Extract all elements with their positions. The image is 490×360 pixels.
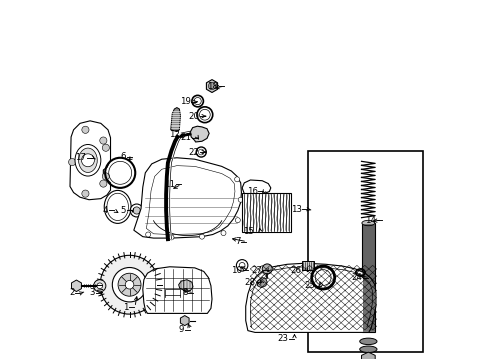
Circle shape <box>125 280 134 289</box>
Text: 25: 25 <box>304 281 315 290</box>
Circle shape <box>238 197 243 202</box>
Circle shape <box>94 280 106 292</box>
Text: 15: 15 <box>243 228 254 237</box>
Polygon shape <box>72 280 81 292</box>
Polygon shape <box>245 263 376 332</box>
Ellipse shape <box>78 148 97 172</box>
Text: 12: 12 <box>170 130 180 139</box>
Circle shape <box>82 190 89 197</box>
Circle shape <box>112 267 147 302</box>
Text: 9: 9 <box>179 325 184 334</box>
Circle shape <box>221 230 226 235</box>
Text: 13: 13 <box>291 205 302 214</box>
Circle shape <box>236 260 248 271</box>
Text: 7: 7 <box>235 237 241 246</box>
Bar <box>242 193 291 232</box>
Bar <box>362 223 375 332</box>
Text: 22: 22 <box>188 148 199 157</box>
Polygon shape <box>171 108 180 132</box>
Polygon shape <box>143 267 212 314</box>
Circle shape <box>100 255 159 314</box>
Polygon shape <box>258 278 267 288</box>
Ellipse shape <box>362 220 375 226</box>
Text: 27: 27 <box>251 266 262 275</box>
Circle shape <box>100 137 107 144</box>
Circle shape <box>97 283 102 289</box>
Circle shape <box>69 158 76 166</box>
Polygon shape <box>179 280 193 291</box>
Circle shape <box>235 218 240 223</box>
Circle shape <box>199 234 204 239</box>
Text: 21: 21 <box>180 133 191 142</box>
Text: 8: 8 <box>182 288 188 297</box>
Text: 17: 17 <box>75 153 87 162</box>
Polygon shape <box>134 158 242 238</box>
Circle shape <box>262 264 272 274</box>
Text: 11: 11 <box>164 180 175 189</box>
Text: 10: 10 <box>231 266 242 275</box>
Circle shape <box>146 232 151 237</box>
Text: 1: 1 <box>123 303 128 312</box>
Text: 2: 2 <box>69 288 74 297</box>
Circle shape <box>208 82 216 90</box>
Circle shape <box>102 144 109 151</box>
Text: 26: 26 <box>291 266 302 275</box>
Ellipse shape <box>360 346 377 352</box>
Text: 20: 20 <box>188 112 199 121</box>
Circle shape <box>235 177 240 182</box>
Text: 6: 6 <box>121 152 126 161</box>
Text: 19: 19 <box>180 97 191 106</box>
Circle shape <box>102 173 109 180</box>
Text: 4: 4 <box>102 206 108 215</box>
Polygon shape <box>242 180 271 197</box>
Bar <box>302 261 314 270</box>
Text: 28: 28 <box>244 278 255 287</box>
Polygon shape <box>70 121 111 200</box>
Polygon shape <box>362 352 375 360</box>
Text: 24: 24 <box>352 273 363 282</box>
Ellipse shape <box>104 190 131 224</box>
Bar <box>308 151 422 352</box>
Text: 5: 5 <box>121 206 126 215</box>
Text: 3: 3 <box>90 288 95 297</box>
Circle shape <box>81 154 95 167</box>
Polygon shape <box>180 316 189 325</box>
Circle shape <box>239 262 245 268</box>
Text: 14: 14 <box>365 216 376 225</box>
Ellipse shape <box>360 338 377 345</box>
Text: 16: 16 <box>246 187 258 196</box>
Text: 18: 18 <box>207 82 218 91</box>
Circle shape <box>169 235 174 240</box>
Circle shape <box>130 204 143 217</box>
Circle shape <box>133 207 140 214</box>
Circle shape <box>118 273 141 296</box>
Ellipse shape <box>75 144 101 176</box>
Text: 23: 23 <box>277 334 288 343</box>
Circle shape <box>100 180 107 187</box>
Polygon shape <box>190 126 209 142</box>
Circle shape <box>82 126 89 134</box>
Polygon shape <box>206 80 218 93</box>
